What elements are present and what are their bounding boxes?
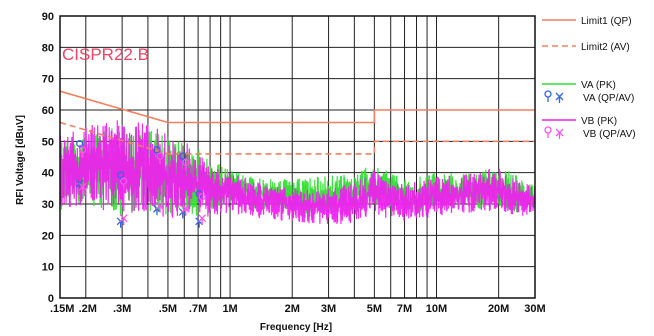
y-tick-label: 0: [48, 293, 54, 305]
y-tick-label: 20: [42, 230, 54, 242]
x-tick-label: 30M: [524, 303, 545, 315]
legend-av-icon: [555, 128, 564, 139]
legend-label: VA (QP/AV): [583, 93, 634, 104]
standard-label: CISPR22.B: [62, 45, 149, 64]
legend-qp-icon: [544, 126, 552, 134]
x-tick-label: 20M: [488, 303, 509, 315]
series-layer: [59, 120, 536, 225]
legend-label: VB (PK): [581, 116, 617, 127]
legend-label: VB (QP/AV): [583, 129, 636, 140]
legend-label: VA (PK): [581, 80, 616, 91]
limit-layer: [59, 90, 535, 155]
x-tick-label: .3M: [113, 303, 131, 315]
legend-qp-icon: [544, 90, 552, 98]
av-marker: [181, 204, 190, 216]
x-tick-label: 7M: [397, 303, 412, 315]
legend-label: Limit2 (AV): [581, 42, 630, 53]
marker-layer: [75, 139, 207, 228]
av-marker: [156, 201, 164, 213]
av-marker: [198, 214, 207, 225]
legend-av-icon: [555, 92, 564, 103]
plot-border: [59, 15, 536, 299]
x-tick-label: .2M: [79, 303, 97, 315]
y-tick-label: 70: [42, 74, 54, 86]
y-tick-label: 60: [42, 105, 54, 117]
x-tick-label: 3M: [321, 303, 336, 315]
x-tick-label: .5M: [159, 303, 177, 315]
av-marker: [78, 182, 87, 194]
tick-labels: 0 10 20 30 40 50 60 70 80 90 .15M .2M .3M .5M .7M 1M 2M 3…: [42, 11, 546, 315]
x-tick-label: 2M: [285, 303, 300, 315]
series-vb-pk: [59, 120, 536, 225]
x-tick-label: .7M: [189, 303, 207, 315]
av-marker: [119, 214, 128, 225]
x-tick-label: .15M: [50, 303, 74, 315]
x-tick-label: 10M: [426, 303, 447, 315]
y-tick-label: 10: [42, 262, 54, 274]
y-tick-label: 80: [42, 42, 54, 54]
legend-label: Limit1 (QP): [581, 16, 632, 27]
x-axis-label: Frequency [Hz]: [260, 322, 332, 333]
y-tick-label: 50: [42, 136, 54, 148]
y-tick-label: 30: [42, 199, 54, 211]
x-tick-label: 5M: [367, 303, 382, 315]
plot-frame: [59, 15, 536, 299]
y-tick-label: 90: [42, 11, 54, 23]
y-tick-label: 40: [42, 168, 54, 180]
y-axis-label: RFI Voltage [dBuV]: [15, 115, 26, 205]
limit2-av-line: [59, 121, 535, 155]
x-tick-label: 1M: [222, 303, 237, 315]
limit1-qp-line: [59, 90, 535, 124]
legend: Limit1 (QP) Limit2 (AV) VA (PK) VA (QP/AV) V…: [542, 16, 636, 140]
